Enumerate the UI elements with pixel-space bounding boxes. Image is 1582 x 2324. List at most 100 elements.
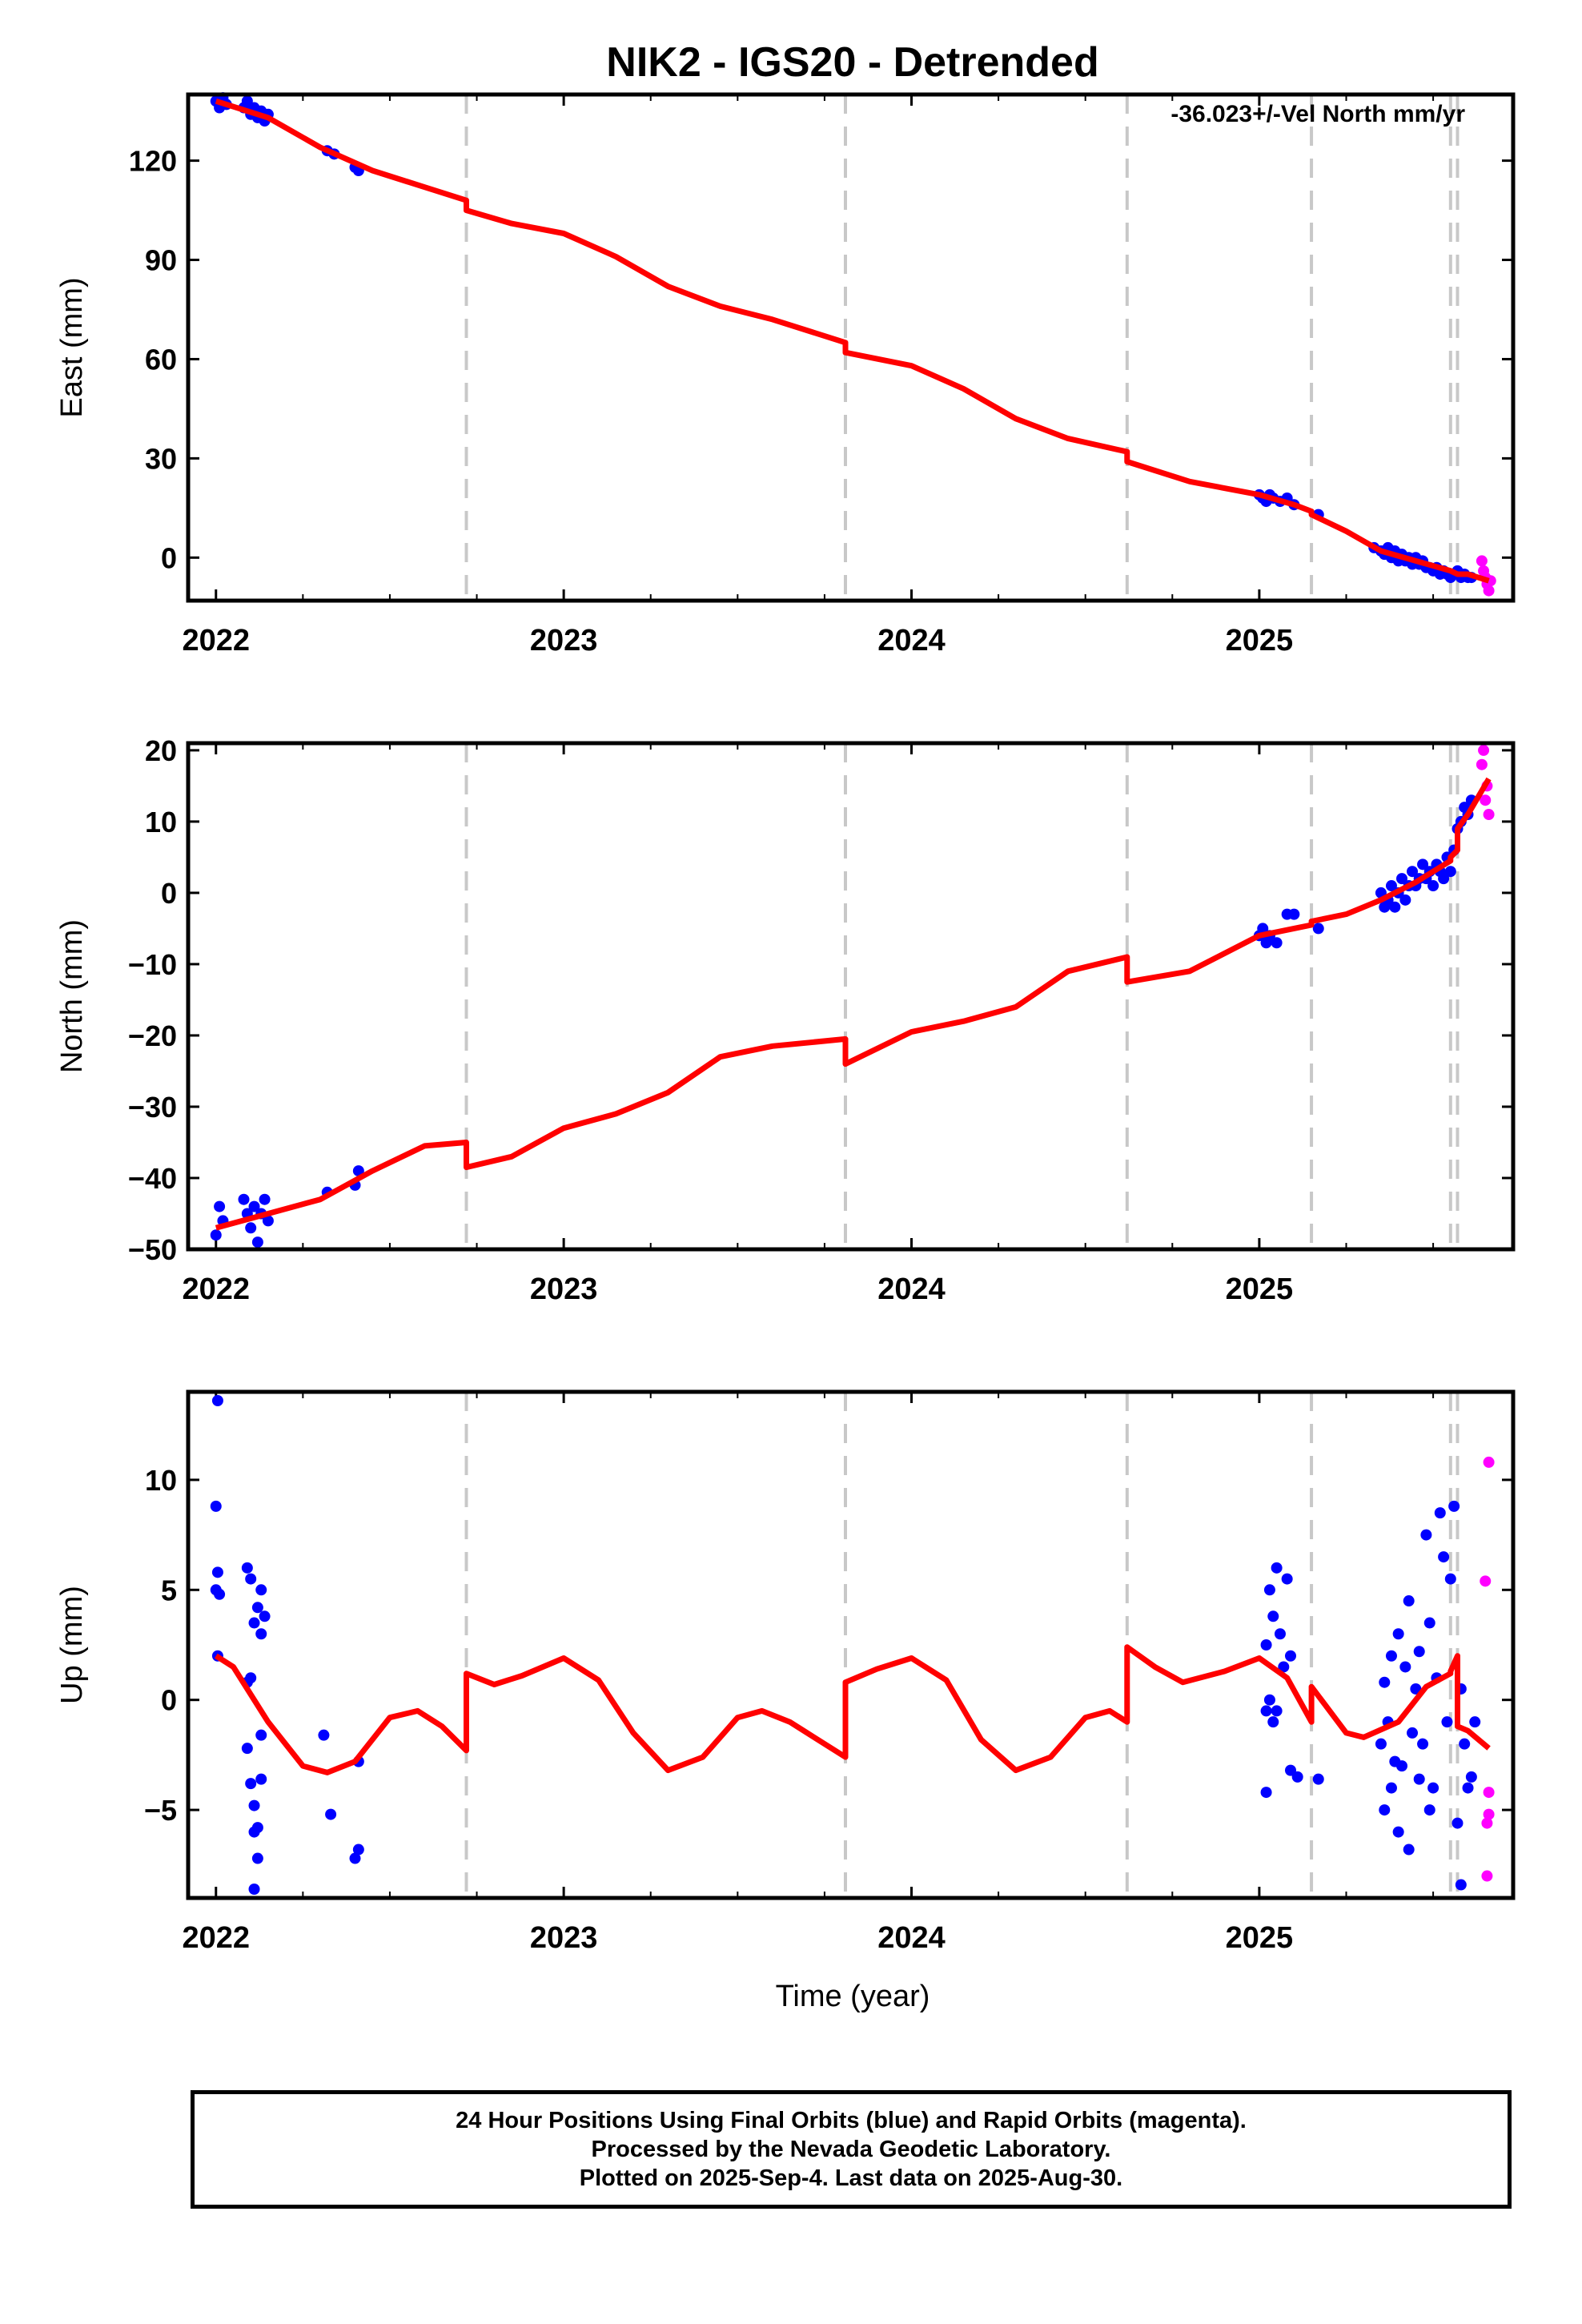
final-orbit-point [251,1852,263,1864]
final-orbit-point [1291,1771,1303,1783]
rapid-orbit-point [1476,555,1488,567]
x-tick-label: 2025 [1226,1921,1294,1955]
y-tick-label: −5 [144,1794,177,1827]
final-orbit-point [251,1236,263,1248]
y-tick-label: −10 [128,948,177,981]
final-orbit-point [262,1215,274,1227]
velocity-annotation: -36.023+/-Vel North mm/yr [1170,101,1465,127]
final-orbit-point [1459,1738,1471,1750]
final-orbit-point [211,1566,223,1578]
final-orbit-point [255,1584,267,1596]
footer-box: 24 Hour Positions Using Final Orbits (bl… [191,2090,1512,2209]
final-orbit-point [1312,1773,1324,1785]
model-fit-line [215,777,1492,1231]
final-orbit-point [1284,1764,1296,1776]
rapid-orbit-point [1478,744,1490,756]
final-orbit-point [1423,1617,1435,1629]
final-orbit-point [259,1610,271,1622]
x-tick-label: 2025 [1226,1273,1294,1306]
final-orbit-point [1438,873,1450,885]
y-tick-label: 10 [145,1464,177,1497]
final-orbit-point [1420,1529,1432,1541]
final-orbit-point [1407,866,1419,878]
final-orbit-point [1423,1804,1435,1816]
final-orbit-point [1284,1650,1296,1662]
rapid-orbit-point [1480,794,1492,806]
y-tick-label: 5 [161,1574,177,1606]
y-tick-label: −40 [128,1162,177,1195]
x-tick-label: 2024 [877,1921,946,1955]
x-tick-label: 2023 [530,624,598,657]
x-axis-label: Time (year) [776,1980,930,2013]
x-tick-label: 2025 [1226,624,1294,657]
final-orbit-point [248,1799,260,1811]
final-orbit-point [1267,1610,1279,1622]
final-orbit-point [1395,873,1407,885]
final-orbit-point [1410,1683,1422,1695]
final-orbit-point [1444,866,1456,878]
final-orbit-point [1375,1738,1387,1750]
final-orbit-point [1392,1628,1404,1640]
final-orbit-point [1413,1773,1425,1785]
final-orbit-point [1427,1782,1439,1794]
final-orbit-point [318,1729,330,1741]
model-fit-line [214,1644,1491,1775]
final-orbit-point [1260,1639,1272,1651]
final-orbit-point [248,1826,260,1838]
x-tick-label: 2023 [530,1273,598,1306]
y-tick-label: 30 [145,442,177,475]
final-orbit-point [238,1193,250,1205]
final-orbit-point [1379,1676,1391,1688]
up-panel: 2022 2023 2024 2025 −5 0 5 10 Up (mm) [55,1389,1516,1955]
final-orbit-point [1271,937,1283,949]
final-orbit-point [259,1193,271,1205]
x-tick-label: 2022 [182,1273,250,1306]
final-orbit-point [1441,1716,1453,1728]
final-orbit-point [1395,1760,1407,1772]
y-tick-label: 120 [129,145,177,178]
x-tick-label: 2022 [182,624,250,657]
final-orbit-point [1462,1782,1474,1794]
final-orbit-point [352,1844,364,1856]
rapid-orbit-point [1476,758,1488,770]
final-orbit-point [1403,1844,1415,1856]
footer-line-1: 24 Hour Positions Using Final Orbits (bl… [456,2108,1247,2133]
x-tick-label: 2022 [182,1921,250,1955]
final-orbit-point [1260,1787,1272,1799]
y-tick-label: 0 [161,877,177,910]
y-axis-label: Up (mm) [55,1586,89,1704]
final-orbit-point [1312,923,1324,935]
y-tick-label: −50 [128,1233,177,1266]
final-orbit-point [210,1229,222,1241]
final-orbit-point [1455,1879,1467,1891]
plot-frame [186,1389,1516,1900]
final-orbit-point [245,1778,257,1790]
final-orbit-point [1385,1782,1397,1794]
final-orbit-point [255,1628,267,1640]
final-orbit-point [1260,1705,1272,1717]
x-tick-label: 2024 [877,624,946,657]
rapid-orbit-point [1483,1808,1495,1820]
final-orbit-point [1399,1661,1411,1673]
final-orbit-point [1417,1738,1429,1750]
final-orbit-point [241,95,253,107]
y-tick-label: −20 [128,1019,177,1052]
final-orbit-point [1385,880,1397,892]
final-orbit-point [214,1200,226,1212]
east-panel: 2022 2023 2024 2025 0 30 60 90 120 East (mm) [55,92,1516,657]
y-tick-label: 90 [145,244,177,277]
final-orbit-point [1271,1705,1283,1717]
rapid-orbit-point [1480,1575,1492,1587]
final-orbit-point [1274,1628,1286,1640]
y-tick-label: −30 [128,1091,177,1124]
y-axis-label: East (mm) [55,277,89,417]
footer-line-3: Plotted on 2025-Sep-4. Last data on 2025… [579,2165,1123,2191]
final-orbit-point [1379,1804,1391,1816]
final-orbit-point [1413,1646,1425,1658]
final-orbit-point [255,1729,267,1741]
rapid-orbit-point [1483,585,1495,597]
final-orbit-point [1438,1551,1450,1563]
final-orbit-point [1465,1771,1477,1783]
final-orbit-point [1469,1716,1481,1728]
final-orbit-point [255,1773,267,1785]
